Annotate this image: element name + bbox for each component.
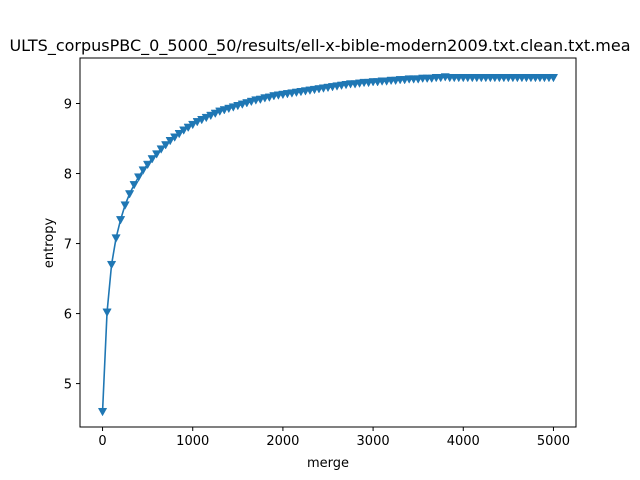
data-point bbox=[102, 308, 112, 317]
data-point bbox=[188, 120, 198, 130]
x-axis-label: merge bbox=[307, 456, 349, 471]
data-point bbox=[206, 111, 216, 121]
x-tick-label: 1000 bbox=[176, 434, 209, 449]
y-tick-label: 5 bbox=[64, 378, 72, 393]
data-point bbox=[179, 126, 189, 135]
data-point bbox=[152, 150, 162, 159]
x-tick-label: 5000 bbox=[537, 434, 570, 449]
data-point bbox=[120, 201, 130, 210]
data-point bbox=[133, 173, 144, 182]
data-point bbox=[124, 190, 135, 199]
data-point bbox=[174, 130, 184, 139]
data-point bbox=[156, 145, 166, 154]
y-tick-label: 7 bbox=[64, 238, 72, 253]
plot-series bbox=[97, 73, 559, 417]
data-point bbox=[115, 216, 126, 225]
data-point bbox=[170, 133, 180, 142]
y-tick-label: 9 bbox=[64, 98, 72, 113]
y-tick-label: 8 bbox=[64, 168, 72, 183]
data-point bbox=[147, 155, 157, 164]
x-tick-label: 2000 bbox=[266, 434, 299, 449]
y-tick-label: 6 bbox=[64, 308, 72, 323]
data-point bbox=[201, 113, 211, 123]
y-axis-label: entropy bbox=[42, 218, 57, 269]
y-axis: 5 6 7 8 9 bbox=[64, 98, 80, 393]
data-point bbox=[192, 118, 202, 127]
x-tick-label: 0 bbox=[98, 434, 106, 449]
x-axis: 0 1000 2000 3000 4000 5000 bbox=[98, 427, 570, 449]
x-tick-label: 4000 bbox=[447, 434, 480, 449]
data-point bbox=[210, 109, 220, 119]
x-tick-label: 3000 bbox=[357, 434, 390, 449]
data-point bbox=[138, 166, 148, 175]
data-point bbox=[143, 160, 153, 170]
data-point bbox=[161, 141, 171, 150]
data-point bbox=[548, 73, 559, 83]
chart-title: ULTS_corpusPBC_0_5000_50/results/ell-x-b… bbox=[9, 36, 630, 56]
data-point bbox=[183, 123, 193, 133]
data-point bbox=[111, 234, 121, 243]
data-point bbox=[197, 116, 207, 125]
series-line bbox=[101, 76, 554, 412]
data-point bbox=[106, 260, 117, 270]
data-point bbox=[97, 407, 108, 417]
data-point bbox=[165, 137, 175, 146]
data-point bbox=[129, 181, 139, 190]
plot-frame bbox=[79, 57, 577, 428]
